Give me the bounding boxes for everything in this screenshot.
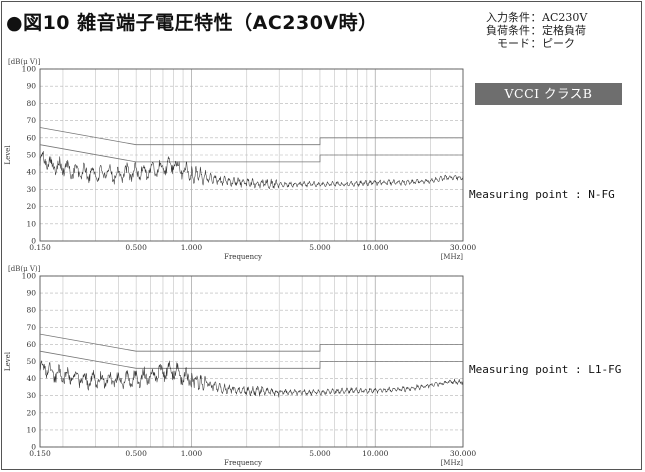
y-tick-label: 70	[26, 323, 36, 332]
y-tick-label: 60	[26, 340, 36, 349]
y-tick-label: 90	[26, 82, 36, 91]
limit-line	[39, 144, 463, 163]
x-tick-label: 0.500	[125, 449, 147, 458]
limit-line	[39, 333, 463, 352]
chart-panel: 0 10 20 30 40 50 60 70 80 90 100[dB(μ V)] Level 0.15…	[4, 58, 476, 261]
x-tick-label: 1.000	[181, 243, 203, 252]
measurement-trace	[39, 360, 464, 398]
x-tick-label: 0.150	[29, 449, 51, 458]
limit-line	[39, 127, 463, 146]
condition-row: 入力条件：AC230V	[474, 11, 587, 24]
x-tick-label: 5.000	[309, 243, 331, 252]
y-tick-label: 100	[22, 65, 37, 74]
chart-panel: 0 10 20 30 40 50 60 70 80 90 100[dB(μ V)] Level 0.15…	[4, 265, 476, 467]
condition-value: 定格負荷	[542, 24, 586, 37]
test-conditions: 入力条件：AC230V 負荷条件：定格負荷 モード：ピーク	[474, 11, 587, 50]
y-tick-label: 20	[26, 202, 36, 211]
condition-value: AC230V	[542, 11, 588, 24]
y-tick-label: 20	[26, 408, 36, 417]
x-unit-label: [MHz]	[441, 253, 464, 261]
measurement-trace	[39, 151, 464, 189]
condition-separator: ：	[530, 37, 542, 50]
y-tick-label: 10	[26, 219, 36, 228]
y-tick-label: 60	[26, 133, 36, 142]
limit-line	[39, 350, 463, 369]
y-tick-label: 80	[26, 306, 36, 315]
x-unit-label: [MHz]	[441, 459, 464, 467]
y-tick-label: 80	[26, 99, 36, 108]
x-tick-label: 30.000	[450, 449, 476, 458]
y-axis-title: Level	[4, 351, 12, 371]
y-tick-label: 30	[26, 185, 36, 194]
y-tick-label: 10	[26, 425, 36, 434]
y-tick-label: 0	[31, 237, 36, 246]
measuring-point-label: Measuring point : N-FG	[469, 188, 615, 201]
y-axis-title: Level	[4, 145, 12, 165]
page-title: ●図10 雑音端子電圧特性（AC230V時）	[6, 12, 378, 34]
condition-separator: ：	[530, 11, 542, 24]
x-tick-label: 10.000	[362, 243, 388, 252]
y-tick-label: 40	[26, 168, 36, 177]
measuring-point-label: Measuring point : L1-FG	[469, 363, 622, 376]
condition-row: 負荷条件：定格負荷	[474, 24, 587, 37]
condition-key: 負荷条件	[486, 24, 530, 37]
x-axis-title: Frequency	[224, 459, 262, 467]
y-unit-label: [dB(μ V)]	[8, 265, 41, 273]
condition-separator: ：	[530, 24, 542, 37]
x-tick-label: 30.000	[450, 243, 476, 252]
y-tick-label: 90	[26, 289, 36, 298]
vcci-class-badge: VCCI クラスB	[475, 83, 622, 105]
x-tick-label: 10.000	[362, 449, 388, 458]
x-tick-label: 5.000	[309, 449, 331, 458]
y-tick-label: 30	[26, 391, 36, 400]
y-tick-label: 0	[31, 443, 36, 452]
y-tick-label: 50	[26, 151, 36, 160]
y-unit-label: [dB(μ V)]	[8, 58, 41, 66]
x-tick-label: 0.500	[125, 243, 147, 252]
y-tick-label: 100	[22, 272, 37, 281]
y-tick-label: 70	[26, 116, 36, 125]
x-tick-label: 0.150	[29, 243, 51, 252]
y-tick-label: 50	[26, 357, 36, 366]
condition-row: モード：ピーク	[474, 37, 587, 50]
condition-value: ピーク	[542, 37, 575, 50]
condition-key: 入力条件	[486, 11, 530, 24]
condition-key: モード	[497, 37, 530, 50]
y-tick-label: 40	[26, 374, 36, 383]
x-axis-title: Frequency	[224, 253, 262, 261]
x-tick-label: 1.000	[181, 449, 203, 458]
